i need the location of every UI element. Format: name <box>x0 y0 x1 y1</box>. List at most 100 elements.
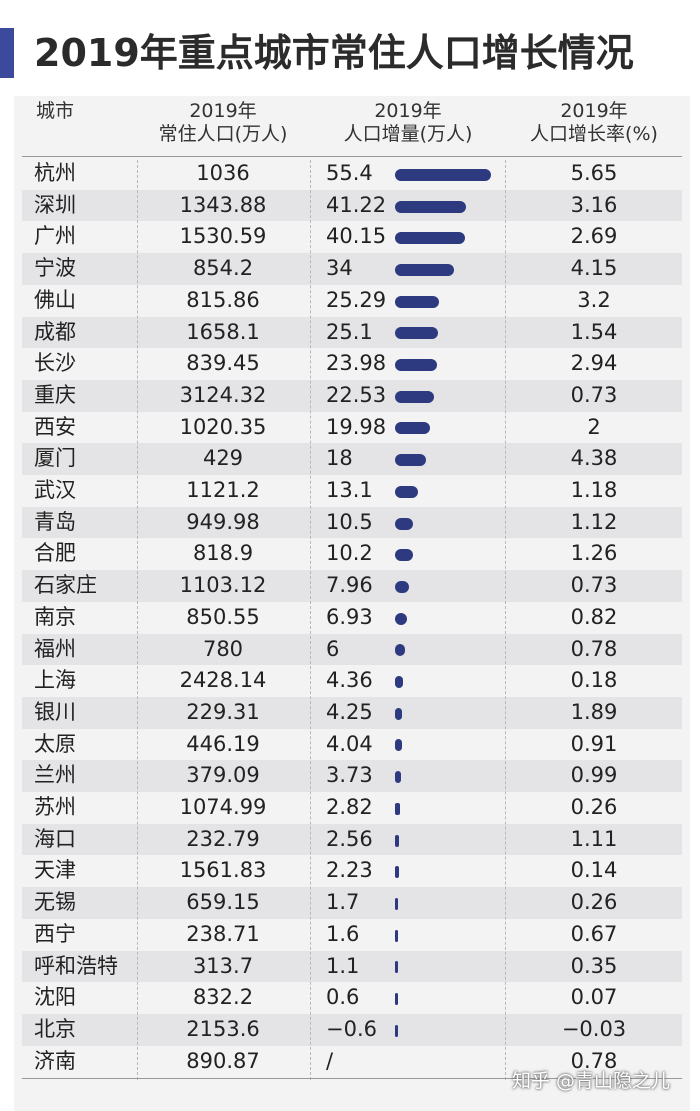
population-cell: 229.31 <box>186 699 260 724</box>
population-cell: 890.87 <box>186 1048 260 1073</box>
city-cell: 太原 <box>34 731 76 756</box>
growth-rate-cell: 0.82 <box>570 604 618 629</box>
table-row: 银川 229.31 4.25 1.89 <box>22 696 682 729</box>
increase-bar <box>395 707 403 720</box>
table-row: 佛山 815.86 25.29 3.2 <box>22 285 682 317</box>
increase-cell: 10.2 <box>326 541 373 566</box>
increase-cell: 6 <box>326 636 340 661</box>
growth-rate-cell: 5.65 <box>570 161 618 185</box>
population-cell: 2428.14 <box>179 668 267 693</box>
increase-cell: 1.1 <box>326 953 360 978</box>
city-cell: 无锡 <box>34 890 76 915</box>
increase-bar <box>395 771 402 784</box>
increase-bar <box>395 644 406 657</box>
city-cell: 福州 <box>34 636 76 661</box>
header-population-line1: 2019年 <box>189 100 257 122</box>
city-cell: 佛山 <box>34 287 76 312</box>
column-divider-3 <box>505 160 506 1080</box>
population-cell: 313.7 <box>192 953 254 978</box>
population-cell: 446.19 <box>186 731 260 756</box>
population-cell: 949.98 <box>186 509 260 534</box>
growth-rate-cell: 0.91 <box>570 731 618 756</box>
city-cell: 厦门 <box>34 446 76 471</box>
population-cell: 1020.35 <box>179 414 267 439</box>
population-cell: 659.15 <box>186 890 260 915</box>
population-cell: 1343.88 <box>179 192 267 217</box>
table-row: 太原 446.19 4.04 0.91 <box>22 729 682 761</box>
population-cell: 2153.6 <box>186 1016 260 1041</box>
population-cell: 854.2 <box>192 256 254 281</box>
increase-cell: 3.73 <box>326 763 373 788</box>
header-divider <box>22 156 682 157</box>
increase-bar <box>395 961 398 974</box>
table-row: 广州 1530.59 40.15 2.69 <box>22 221 682 253</box>
population-cell: 1561.83 <box>179 858 267 883</box>
table-row: 宁波 854.2 34 4.15 <box>22 253 682 285</box>
table-row: 石家庄 1103.12 7.96 0.73 <box>22 570 682 602</box>
increase-cell: 2.82 <box>326 795 373 819</box>
growth-rate-cell: 0.14 <box>570 858 618 883</box>
column-divider-2 <box>310 160 311 1080</box>
growth-rate-cell: 2.94 <box>570 351 618 376</box>
city-cell: 重庆 <box>34 382 76 407</box>
city-cell: 石家庄 <box>34 573 97 598</box>
increase-bar <box>395 612 407 625</box>
growth-rate-cell: 0.35 <box>570 953 618 978</box>
table-row: 成都 1658.1 25.1 1.54 <box>22 316 682 349</box>
population-cell: 238.71 <box>186 921 260 946</box>
increase-cell: 0.6 <box>326 985 360 1010</box>
table-row: 北京 2153.6 −0.6 −0.03 <box>22 1013 682 1046</box>
table-bottom-line <box>22 1078 682 1079</box>
increase-cell: 4.04 <box>326 731 373 756</box>
city-cell: 长沙 <box>34 351 76 376</box>
title-accent-bar <box>0 28 14 78</box>
population-cell: 780 <box>202 636 244 661</box>
growth-rate-cell: 0.73 <box>570 382 618 407</box>
growth-rate-cell: 0.73 <box>570 573 618 598</box>
population-cell: 1036 <box>196 161 250 185</box>
increase-bar <box>395 327 439 340</box>
population-cell: 1103.12 <box>179 573 267 598</box>
page-title: 2019年重点城市常住人口增长情况 <box>34 31 634 75</box>
increase-bar <box>395 517 414 530</box>
city-cell: 上海 <box>34 668 76 693</box>
table-row: 济南 890.87 / 0.78 <box>22 1046 682 1078</box>
watermark: 知乎 @青山隐之儿 <box>512 1070 671 1092</box>
growth-rate-cell: −0.03 <box>561 1016 627 1041</box>
header-rate-line2: 人口增长率(%) <box>530 123 658 145</box>
increase-cell: / <box>326 1048 334 1073</box>
header-rate: 2019年 人口增长率(%) <box>506 100 682 146</box>
table-row: 无锡 659.15 1.7 0.26 <box>22 887 682 919</box>
growth-rate-cell: 2.69 <box>570 224 618 249</box>
growth-rate-cell: 4.38 <box>570 446 618 471</box>
population-cell: 839.45 <box>186 351 260 376</box>
growth-rate-cell: 0.99 <box>570 763 618 788</box>
table-row: 呼和浩特 313.7 1.1 0.35 <box>22 950 682 983</box>
city-cell: 呼和浩特 <box>34 953 118 978</box>
increase-cell: 1.7 <box>326 890 360 915</box>
growth-rate-cell: 2 <box>587 414 601 439</box>
header-increase-line1: 2019年 <box>374 100 442 122</box>
population-cell: 379.09 <box>186 763 260 788</box>
increase-cell: 7.96 <box>326 573 373 598</box>
city-cell: 济南 <box>34 1048 76 1073</box>
increase-bar <box>395 834 400 847</box>
population-cell: 832.2 <box>192 985 254 1010</box>
table-row: 重庆 3124.32 22.53 0.73 <box>22 379 682 412</box>
population-cell: 3124.32 <box>179 382 267 407</box>
increase-cell: 13.1 <box>326 478 373 502</box>
growth-rate-cell: 1.89 <box>570 699 618 724</box>
city-cell: 西安 <box>34 414 76 439</box>
population-cell: 1121.2 <box>186 478 260 502</box>
table-row: 青岛 949.98 10.5 1.12 <box>22 506 682 539</box>
growth-rate-cell: 0.67 <box>570 921 618 946</box>
table-row: 长沙 839.45 23.98 2.94 <box>22 348 682 380</box>
increase-bar <box>395 263 454 276</box>
city-cell: 海口 <box>34 826 76 851</box>
city-cell: 南京 <box>34 604 76 629</box>
table-row: 杭州 1036 55.4 5.65 <box>22 158 682 190</box>
growth-rate-cell: 0.78 <box>570 1048 618 1073</box>
population-cell: 818.9 <box>192 541 254 566</box>
table-row: 福州 780 6 0.78 <box>22 633 682 666</box>
city-cell: 宁波 <box>34 256 76 281</box>
